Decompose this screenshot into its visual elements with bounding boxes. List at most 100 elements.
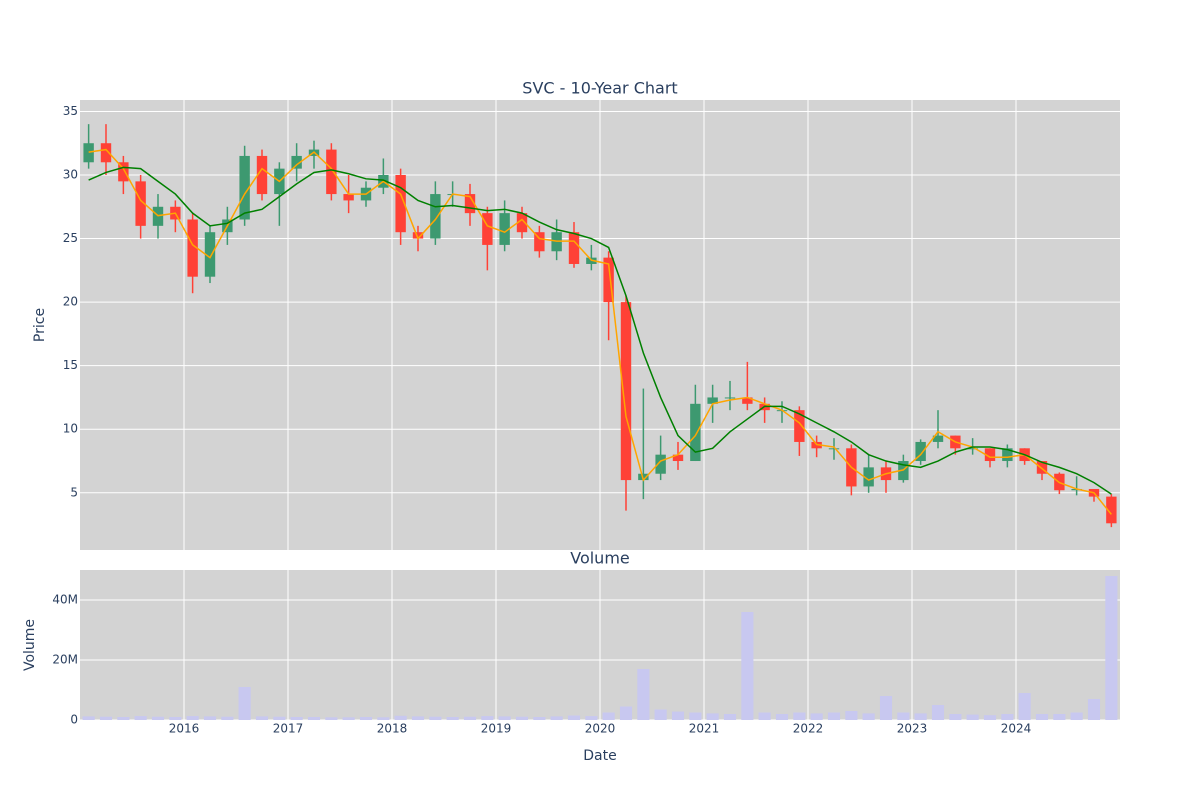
candle-body: [707, 397, 718, 404]
x-tick-label: 2020: [585, 722, 616, 736]
candle-body: [828, 448, 840, 450]
y-axis-title: Price: [32, 308, 48, 342]
volume-bar: [966, 714, 979, 720]
volume-bar: [151, 716, 165, 720]
volume-bar: [550, 716, 563, 720]
candle-body: [603, 257, 614, 303]
volume-bar: [654, 709, 667, 720]
candle-body: [1106, 496, 1117, 524]
volume-bar: [619, 706, 633, 720]
volume-bar: [498, 716, 511, 720]
volume-bar: [1105, 576, 1118, 720]
candle-body: [638, 473, 649, 481]
volume-bar: [463, 716, 477, 720]
volume-bar: [949, 714, 962, 720]
candle-body: [291, 155, 302, 169]
volume-bar: [1070, 712, 1083, 720]
candle-body: [430, 194, 441, 239]
y-tick-label: 5: [70, 485, 78, 499]
candle-body: [326, 149, 337, 195]
volume-title: Volume: [570, 549, 630, 568]
x-tick-label: 2022: [793, 722, 824, 736]
volume-bar: [359, 717, 373, 720]
candle-body: [932, 435, 944, 442]
y-tick-label: 15: [63, 358, 78, 372]
volume-bar: [533, 717, 546, 720]
candle-body: [984, 448, 996, 462]
volume-bar: [983, 715, 997, 720]
y-tick-label: 20M: [52, 653, 78, 667]
candle-body: [412, 232, 424, 239]
candle-body: [464, 194, 476, 214]
candle-body: [742, 397, 753, 404]
y-tick-label: 10: [63, 422, 78, 436]
volume-bar: [827, 712, 841, 720]
volume-bar: [758, 712, 771, 720]
volume-bar: [585, 716, 598, 720]
candle-body: [724, 397, 736, 399]
x-tick-label: 2024: [1001, 722, 1032, 736]
volume-bar: [342, 717, 355, 720]
x-tick-label: 2021: [689, 722, 720, 736]
candle-body: [690, 403, 701, 462]
candle-body: [534, 232, 545, 252]
y-tick-label: 25: [63, 231, 78, 245]
candle-body: [100, 143, 112, 163]
candle-body: [620, 302, 632, 481]
y-tick-label: 30: [63, 168, 78, 182]
moving-average: [88, 148, 1112, 515]
candle-body: [135, 181, 146, 226]
volume-bar: [255, 716, 269, 720]
x-tick-label: 2023: [897, 722, 928, 736]
candle-body: [343, 194, 354, 201]
candle-body: [655, 454, 666, 474]
x-tick-label: 2016: [169, 722, 200, 736]
volume-bar: [221, 716, 234, 720]
y-tick-label: 35: [63, 104, 78, 118]
volume-bar: [1087, 699, 1101, 720]
volume-bar: [706, 713, 719, 720]
moving-average: [88, 166, 1112, 495]
volume-bar: [394, 715, 407, 720]
candle-body: [568, 232, 580, 264]
volume-bar: [723, 714, 737, 720]
candle-body: [256, 155, 268, 195]
volume-bar: [515, 716, 529, 720]
candle-body: [239, 155, 250, 220]
y-tick-label: 20: [63, 295, 78, 309]
volume-bar: [1001, 714, 1014, 720]
volume-bar: [429, 716, 442, 720]
candle-body: [1036, 461, 1048, 474]
x-tick-label: 2017: [273, 722, 304, 736]
volume-bar: [446, 717, 459, 720]
volume-bar: [689, 712, 702, 720]
volume-bar: [481, 716, 494, 720]
volume-bar: [307, 717, 321, 720]
y-tick-label: 40M: [52, 593, 78, 607]
x-axis-title: Date: [583, 748, 616, 764]
x-tick-label: 2019: [481, 722, 512, 736]
volume-bar: [897, 712, 910, 720]
volume-bar: [1035, 714, 1049, 720]
volume-bar: [879, 696, 893, 720]
volume-bar: [567, 715, 581, 720]
chart-title: SVC - 10-Year Chart: [522, 79, 677, 98]
volume-bar: [325, 717, 338, 720]
volume-bar: [775, 714, 789, 720]
volume-bar: [862, 713, 875, 720]
candle-body: [395, 175, 406, 233]
volume-bar: [671, 711, 685, 720]
volume-bar: [238, 687, 251, 720]
volume-bar: [186, 716, 199, 720]
candle-body: [187, 219, 198, 277]
volume-bar: [82, 716, 95, 720]
candle-body: [118, 162, 129, 182]
volume-bar: [411, 716, 425, 720]
candle-body: [915, 441, 926, 462]
volume-bar: [793, 712, 806, 720]
y-tick-label: 0: [70, 713, 78, 727]
volume-axis-title: Volume: [22, 619, 38, 671]
volume-bar: [637, 669, 650, 720]
candle-body: [83, 143, 94, 163]
